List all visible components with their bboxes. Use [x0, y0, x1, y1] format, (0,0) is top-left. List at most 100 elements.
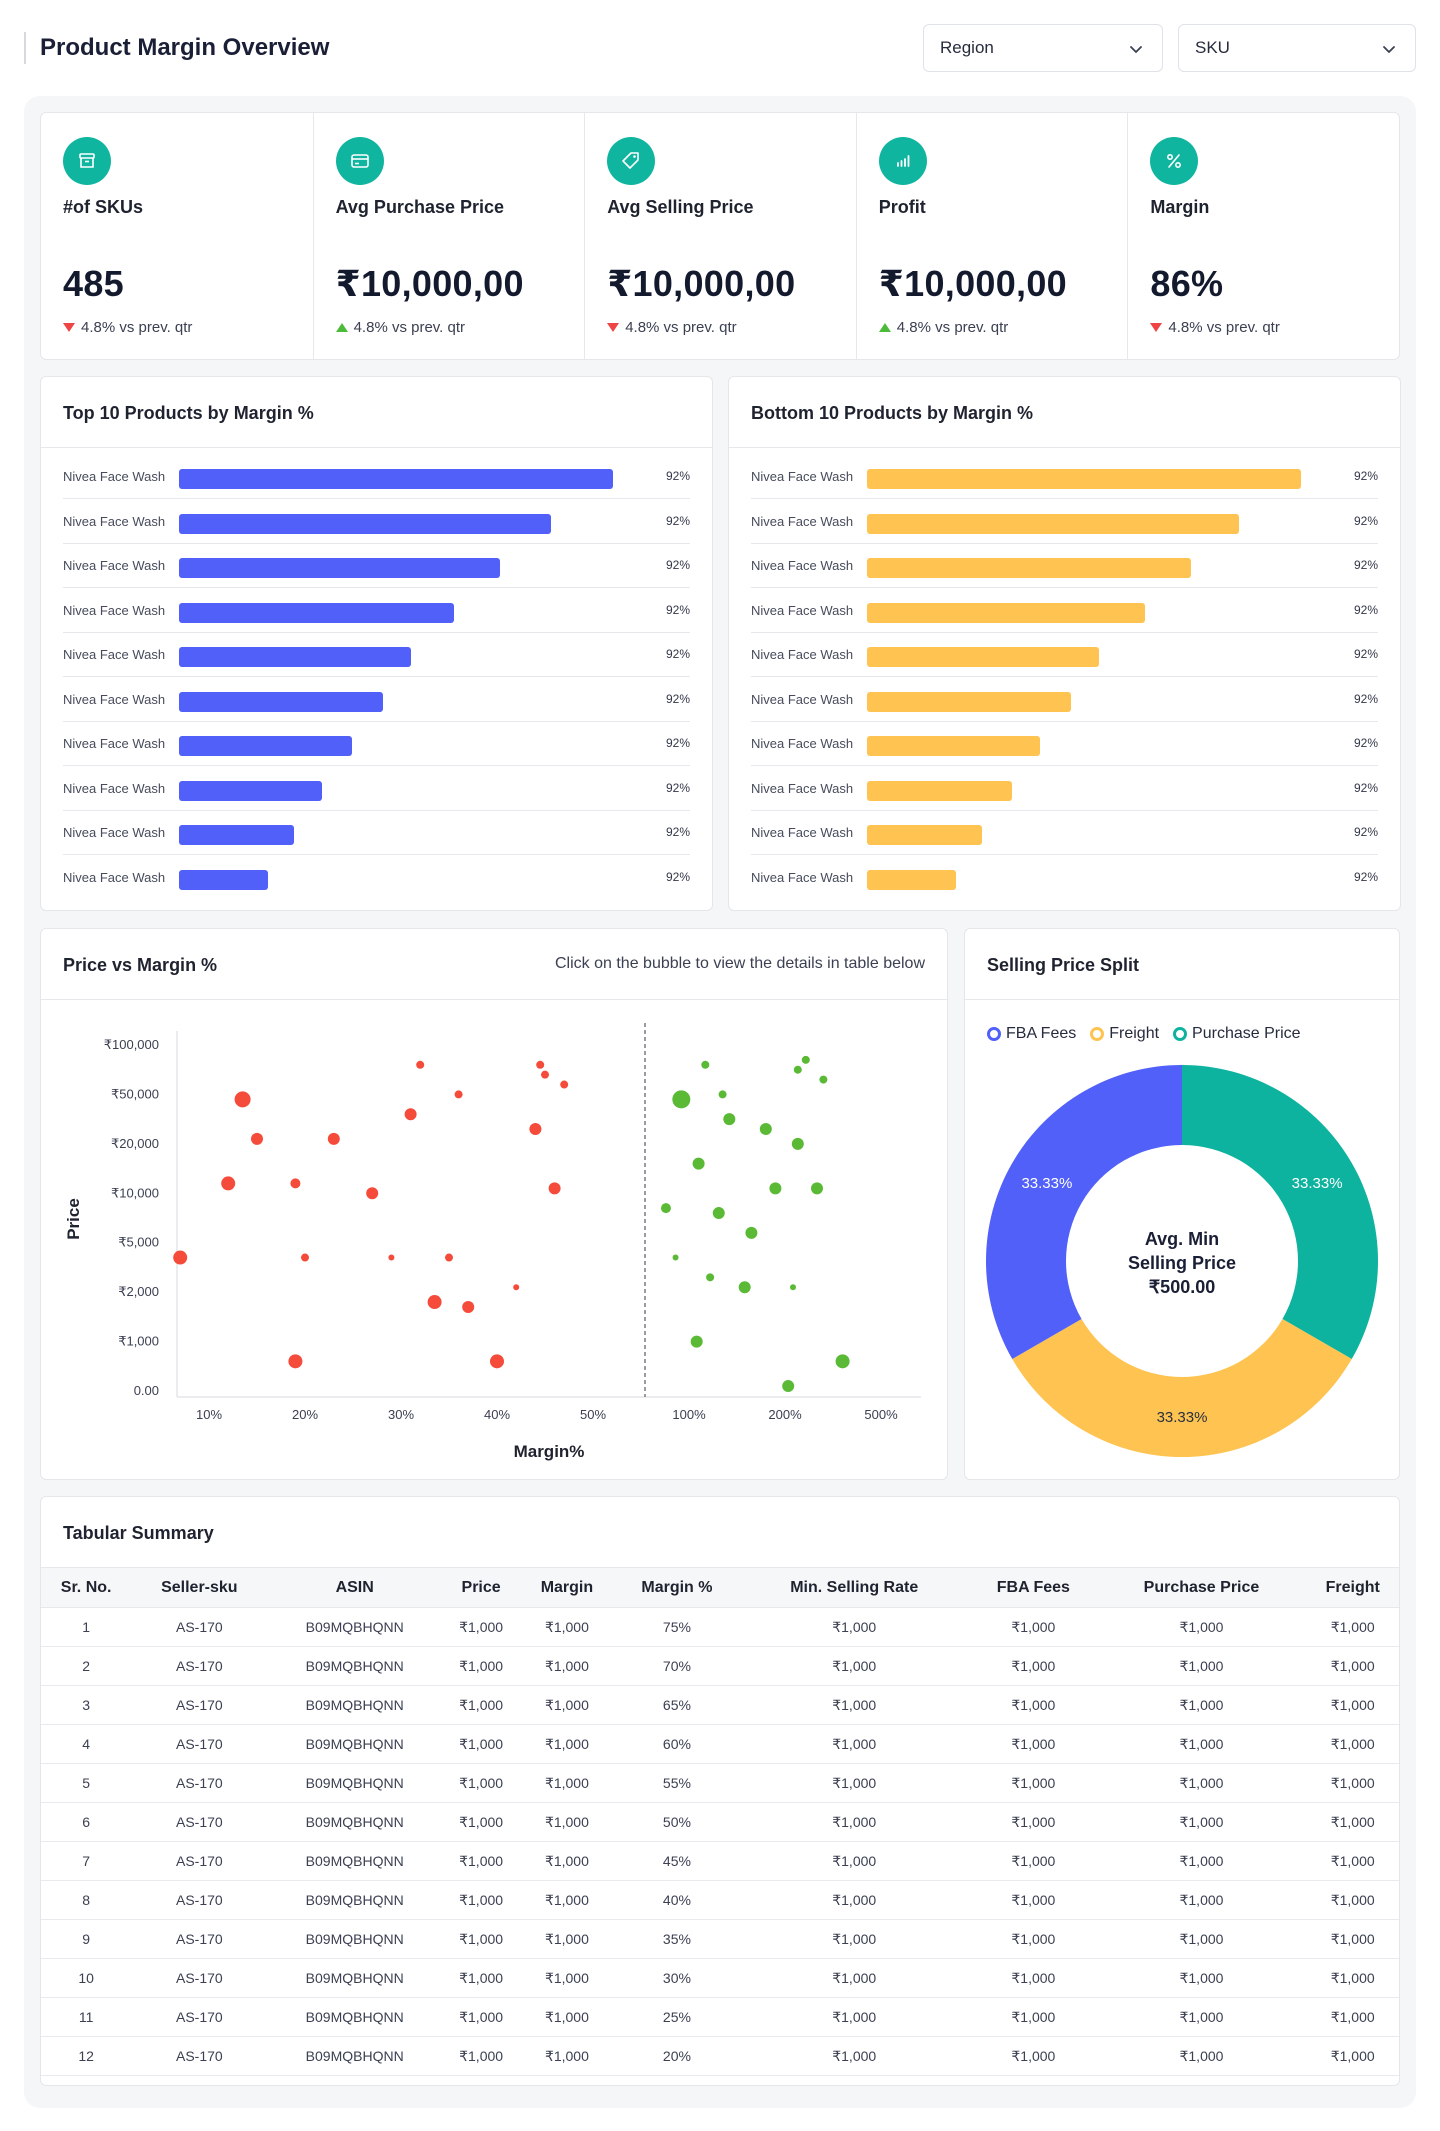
scatter-bubble[interactable] — [427, 1295, 442, 1310]
scatter-bubble[interactable] — [782, 1380, 795, 1393]
scatter-bubble[interactable] — [388, 1254, 395, 1261]
product-bar-row[interactable]: Nivea Face Wash 92% — [63, 767, 690, 811]
table-row[interactable]: 2 AS-170 B09MQBHQNN ₹1,000 ₹1,000 70% ₹1,000 ₹1… — [41, 1646, 1399, 1686]
donut-slice[interactable] — [986, 1065, 1182, 1359]
scatter-bubble[interactable] — [692, 1157, 705, 1170]
product-margin-bar[interactable] — [867, 869, 957, 890]
scatter-bubble[interactable] — [513, 1284, 520, 1291]
region-select[interactable]: Region — [923, 24, 1163, 72]
product-margin-bar[interactable] — [867, 736, 1041, 756]
column-header[interactable]: Sr. No. — [41, 1567, 132, 1608]
product-bar-row[interactable]: Nivea Face Wash 92% — [751, 633, 1378, 677]
product-bar-row[interactable]: Nivea Face Wash 92% — [751, 856, 1378, 900]
scatter-bubble[interactable] — [759, 1123, 772, 1136]
scatter-bubble[interactable] — [416, 1060, 425, 1069]
product-bar-row[interactable]: Nivea Face Wash 92% — [63, 856, 690, 900]
scatter-bubble[interactable] — [811, 1182, 823, 1195]
scatter-bubble[interactable] — [672, 1090, 691, 1109]
sku-select[interactable]: SKU — [1178, 24, 1416, 72]
scatter-bubble[interactable] — [835, 1354, 850, 1369]
product-bar-row[interactable]: Nivea Face Wash 92% — [751, 544, 1378, 588]
product-margin-bar[interactable] — [867, 469, 1301, 489]
product-bar-row[interactable]: Nivea Face Wash 92% — [63, 544, 690, 588]
scatter-bubble[interactable] — [745, 1226, 758, 1239]
column-header[interactable]: FBA Fees — [968, 1567, 1099, 1608]
scatter-bubble[interactable] — [706, 1273, 715, 1282]
scatter-bubble[interactable] — [819, 1075, 828, 1084]
product-bar-row[interactable]: Nivea Face Wash 92% — [751, 455, 1378, 499]
table-row[interactable]: 4 AS-170 B09MQBHQNN ₹1,000 ₹1,000 60% ₹1,000 ₹1… — [41, 1724, 1399, 1764]
scatter-bubble[interactable] — [701, 1060, 710, 1069]
table-row[interactable]: 11 AS-170 B09MQBHQNN ₹1,000 ₹1,000 25% ₹1,000 ₹… — [41, 1997, 1399, 2037]
scatter-bubble[interactable] — [301, 1253, 309, 1262]
scatter-bubble[interactable] — [490, 1354, 504, 1369]
column-header[interactable]: Freight — [1304, 1567, 1399, 1608]
product-margin-bar[interactable] — [179, 780, 322, 801]
product-margin-bar[interactable] — [179, 469, 613, 489]
scatter-bubble[interactable] — [548, 1182, 561, 1195]
product-margin-bar[interactable] — [179, 825, 294, 845]
legend-item[interactable]: Purchase Price — [1173, 1025, 1301, 1043]
legend-item[interactable]: FBA Fees — [987, 1025, 1076, 1043]
scatter-bubble[interactable] — [738, 1281, 751, 1294]
scatter-bubble[interactable] — [290, 1178, 301, 1189]
column-header[interactable]: Seller-sku — [131, 1567, 268, 1608]
scatter-bubble[interactable] — [221, 1176, 236, 1191]
scatter-bubble[interactable] — [445, 1253, 453, 1262]
product-margin-bar[interactable] — [867, 825, 982, 845]
table-row[interactable]: 7 AS-170 B09MQBHQNN ₹1,000 ₹1,000 45% ₹1,000 ₹1… — [41, 1841, 1399, 1881]
product-margin-bar[interactable] — [867, 647, 1100, 667]
product-bar-row[interactable]: Nivea Face Wash 92% — [63, 811, 690, 855]
product-bar-row[interactable]: Nivea Face Wash 92% — [751, 811, 1378, 855]
product-margin-bar[interactable] — [867, 691, 1071, 712]
product-margin-bar[interactable] — [179, 736, 353, 756]
column-header[interactable]: Margin — [520, 1567, 614, 1608]
product-margin-bar[interactable] — [867, 602, 1145, 623]
table-row[interactable]: 9 AS-170 B09MQBHQNN ₹1,000 ₹1,000 35% ₹1,000 ₹1… — [41, 1919, 1399, 1959]
scatter-bubble[interactable] — [560, 1080, 569, 1089]
scatter-bubble[interactable] — [366, 1187, 379, 1200]
donut-slice[interactable] — [1182, 1065, 1378, 1359]
scatter-bubble[interactable] — [327, 1132, 340, 1145]
product-margin-bar[interactable] — [179, 691, 383, 712]
scatter-bubble[interactable] — [791, 1137, 804, 1150]
scatter-bubble[interactable] — [723, 1113, 736, 1126]
scatter-bubble[interactable] — [234, 1091, 251, 1108]
product-bar-row[interactable]: Nivea Face Wash 92% — [63, 500, 690, 544]
product-bar-row[interactable]: Nivea Face Wash 92% — [63, 633, 690, 677]
scatter-bubble[interactable] — [801, 1055, 810, 1064]
scatter-bubble[interactable] — [288, 1354, 303, 1369]
column-header[interactable]: Price — [441, 1567, 521, 1608]
table-row[interactable]: 12 AS-170 B09MQBHQNN ₹1,000 ₹1,000 20% ₹1,000 ₹… — [41, 2036, 1399, 2076]
product-margin-bar[interactable] — [179, 513, 552, 534]
scatter-bubble[interactable] — [690, 1335, 703, 1348]
product-margin-bar[interactable] — [867, 513, 1240, 534]
product-margin-bar[interactable] — [179, 602, 455, 623]
column-header[interactable]: Margin % — [613, 1567, 741, 1608]
scatter-bubble[interactable] — [173, 1250, 188, 1265]
scatter-bubble[interactable] — [793, 1065, 802, 1074]
donut-slice[interactable] — [1012, 1319, 1352, 1457]
column-header[interactable]: ASIN — [267, 1567, 442, 1608]
product-margin-bar[interactable] — [179, 869, 269, 890]
product-margin-bar[interactable] — [179, 647, 412, 667]
table-row[interactable]: 5 AS-170 B09MQBHQNN ₹1,000 ₹1,000 55% ₹1,000 ₹1… — [41, 1763, 1399, 1803]
scatter-bubble[interactable] — [529, 1123, 542, 1136]
scatter-bubble[interactable] — [660, 1203, 671, 1214]
scatter-bubble[interactable] — [462, 1300, 475, 1313]
scatter-bubble[interactable] — [718, 1090, 727, 1099]
product-bar-row[interactable]: Nivea Face Wash 92% — [63, 678, 690, 722]
product-bar-row[interactable]: Nivea Face Wash 92% — [751, 589, 1378, 633]
product-bar-row[interactable]: Nivea Face Wash 92% — [751, 678, 1378, 722]
scatter-bubble[interactable] — [769, 1182, 782, 1195]
scatter-bubble[interactable] — [712, 1207, 725, 1220]
table-row[interactable]: 6 AS-170 B09MQBHQNN ₹1,000 ₹1,000 50% ₹1,000 ₹1… — [41, 1802, 1399, 1842]
scatter-bubble[interactable] — [251, 1132, 263, 1145]
scatter-bubble[interactable] — [541, 1070, 549, 1079]
scatter-bubble[interactable] — [672, 1254, 679, 1261]
legend-item[interactable]: Freight — [1090, 1025, 1159, 1043]
table-row[interactable]: 1 AS-170 B09MQBHQNN ₹1,000 ₹1,000 75% ₹1,000 ₹1… — [41, 1607, 1399, 1647]
product-bar-row[interactable]: Nivea Face Wash 92% — [751, 722, 1378, 766]
scatter-bubble[interactable] — [454, 1090, 463, 1099]
product-bar-row[interactable]: Nivea Face Wash 92% — [751, 500, 1378, 544]
